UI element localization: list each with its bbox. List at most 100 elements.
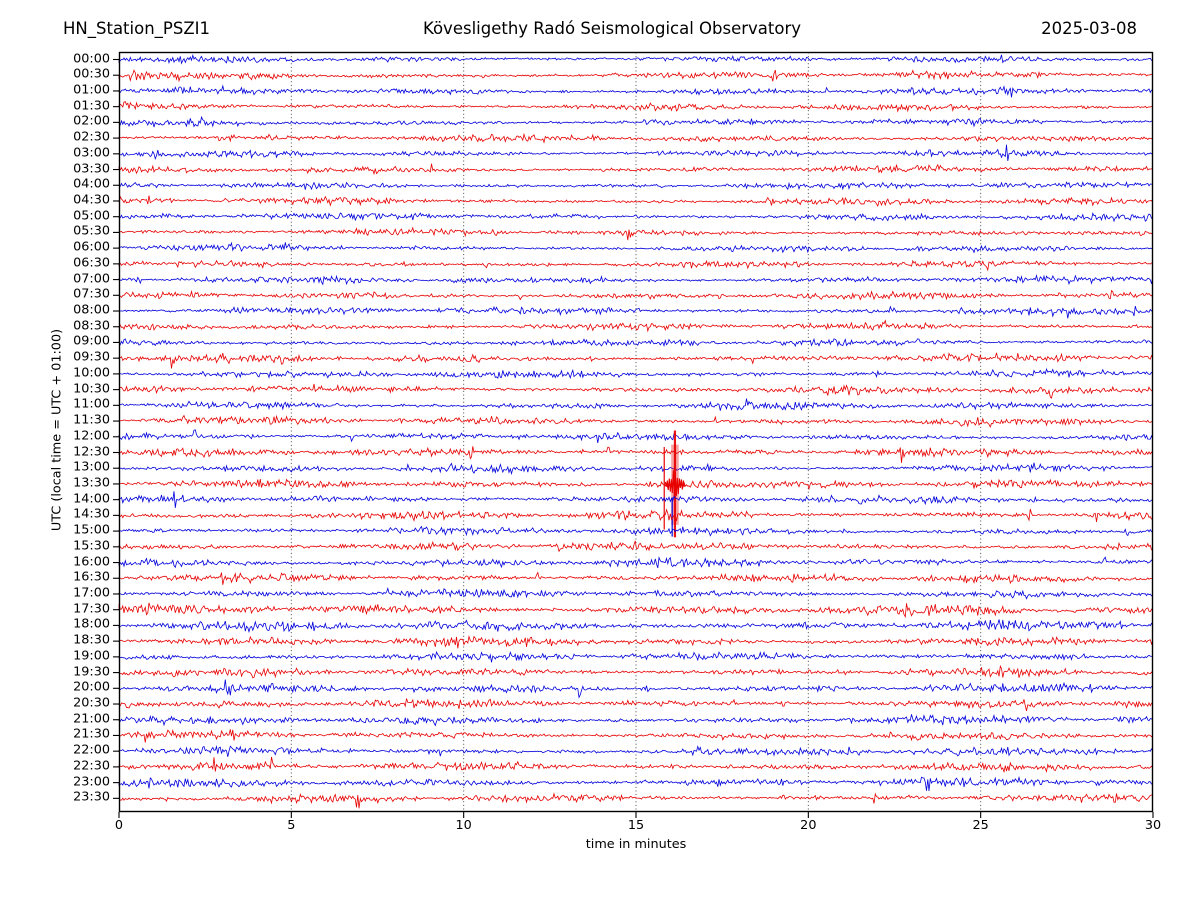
- trace-1430-red: [118, 508, 1153, 522]
- trace-1830-red: [118, 635, 1154, 649]
- y-tick-label-0900: 09:00: [73, 334, 110, 350]
- trace-1930-red: [118, 664, 1154, 679]
- trace-2130-red: [118, 728, 1154, 743]
- y-tick-label-2230: 22:30: [73, 758, 110, 774]
- trace-0400-blue: [118, 180, 1153, 191]
- y-tick-label-1500: 15:00: [73, 522, 110, 538]
- trace-0300-blue: [118, 144, 1153, 161]
- y-tick-label-0600: 06:00: [73, 239, 110, 255]
- y-tick-label-0430: 04:30: [73, 192, 110, 208]
- trace-0100-blue: [118, 84, 1153, 98]
- y-tick-label-1430: 14:30: [73, 506, 110, 522]
- trace-2200-blue: [118, 745, 1154, 757]
- y-tick-label-1700: 17:00: [73, 585, 110, 601]
- trace-0030-red: [118, 69, 1153, 83]
- y-tick-label-0400: 04:00: [73, 176, 110, 192]
- trace-0630-red: [118, 259, 1153, 272]
- y-tick-label-2200: 22:00: [73, 742, 110, 758]
- x-tick-label-5: 5: [287, 818, 296, 833]
- y-tick-label-1000: 10:00: [73, 365, 110, 381]
- y-tick-label-1300: 13:00: [73, 459, 110, 475]
- station-title: HN_Station_PSZI1: [63, 19, 211, 38]
- y-tick-label-2100: 21:00: [73, 711, 110, 727]
- x-tick-label-15: 15: [627, 818, 645, 833]
- y-tick-label-0030: 00:30: [73, 66, 110, 82]
- trace-0000-blue: [118, 54, 1153, 65]
- y-tick-label-1130: 11:30: [73, 412, 110, 428]
- trace-0830-red: [118, 319, 1153, 333]
- trace-1130-red: [118, 414, 1154, 428]
- trace-1730-red: [118, 602, 1154, 619]
- trace-1500-blue: [118, 525, 1153, 537]
- trace-0130-red: [118, 101, 1154, 113]
- y-tick-label-2330: 23:30: [73, 789, 110, 805]
- trace-1700-blue: [118, 587, 1153, 600]
- event-spike-cluster: [664, 470, 685, 499]
- trace-2030-red: [118, 698, 1154, 711]
- trace-0500-blue: [118, 212, 1153, 223]
- trace-2000-blue: [118, 679, 1153, 699]
- trace-1200-blue: [118, 429, 1154, 443]
- y-tick-label-1900: 19:00: [73, 648, 110, 664]
- y-tick-label-1200: 12:00: [73, 428, 110, 444]
- y-tick-label-0100: 01:00: [73, 82, 110, 98]
- y-tick-label-1830: 18:30: [73, 632, 110, 648]
- y-tick-label-1030: 10:30: [73, 381, 110, 397]
- trace-1400-blue: [118, 491, 1153, 508]
- x-tick-label-30: 30: [1144, 818, 1162, 833]
- y-tick-label-1230: 12:30: [73, 444, 110, 460]
- y-tick-label-0500: 05:00: [73, 208, 110, 224]
- plot-frame: [118, 51, 1154, 813]
- y-tick-label-0300: 03:00: [73, 145, 110, 161]
- y-tick-label-1630: 16:30: [73, 569, 110, 585]
- y-tick-label-2300: 23:00: [73, 774, 110, 790]
- date-title: 2025-03-08: [1041, 19, 1137, 38]
- trace-0230-red: [118, 132, 1153, 144]
- y-tick-label-0200: 02:00: [73, 113, 110, 129]
- trace-0330-red: [118, 163, 1154, 176]
- y-tick-label-0830: 08:30: [73, 318, 110, 334]
- trace-1330-red: [118, 478, 1154, 491]
- y-tick-label-1530: 15:30: [73, 538, 110, 554]
- trace-1100-blue: [118, 398, 1154, 411]
- trace-0800-blue: [118, 305, 1154, 319]
- trace-1530-red: [118, 540, 1153, 553]
- y-tick-label-0130: 01:30: [73, 98, 110, 114]
- trace-2230-red: [118, 756, 1154, 773]
- y-tick-label-0730: 07:30: [73, 286, 110, 302]
- y-tick-label-0330: 03:30: [73, 161, 110, 177]
- x-tick-label-20: 20: [800, 818, 817, 833]
- trace-0430-red: [118, 195, 1154, 208]
- y-tick-label-0930: 09:30: [73, 349, 110, 365]
- trace-2100-blue: [118, 714, 1154, 727]
- trace-1230-red: [118, 446, 1154, 463]
- trace-1600-blue: [118, 556, 1153, 569]
- trace-1630-red: [118, 571, 1153, 585]
- trace-0930-red: [118, 352, 1154, 369]
- y-tick-label-0700: 07:00: [73, 271, 110, 287]
- trace-0600-blue: [118, 241, 1153, 254]
- y-tick-label-2030: 20:30: [73, 695, 110, 711]
- trace-0900-blue: [118, 337, 1154, 347]
- y-tick-label-0230: 02:30: [73, 129, 110, 145]
- x-tick-label-25: 25: [972, 818, 989, 833]
- y-tick-label-2000: 20:00: [73, 679, 110, 695]
- trace-0730-red: [118, 289, 1154, 301]
- trace-1800-blue: [118, 619, 1154, 634]
- y-tick-label-1400: 14:00: [73, 491, 110, 507]
- y-tick-label-1600: 16:00: [73, 554, 110, 570]
- observatory-title: Kövesligethy Radó Seismological Observat…: [422, 19, 802, 38]
- trace-1030-red: [118, 383, 1154, 399]
- trace-1900-blue: [118, 650, 1153, 663]
- trace-0530-red: [118, 226, 1154, 241]
- trace-1300-blue: [118, 462, 1154, 476]
- y-tick-label-1730: 17:30: [73, 601, 110, 617]
- trace-0200-blue: [118, 115, 1153, 128]
- y-tick-label-0800: 08:00: [73, 302, 110, 318]
- y-tick-label-1330: 13:30: [73, 475, 110, 491]
- trace-1000-blue: [118, 367, 1153, 380]
- trace-2330-red: [118, 792, 1153, 809]
- y-tick-label-1800: 18:00: [73, 617, 110, 633]
